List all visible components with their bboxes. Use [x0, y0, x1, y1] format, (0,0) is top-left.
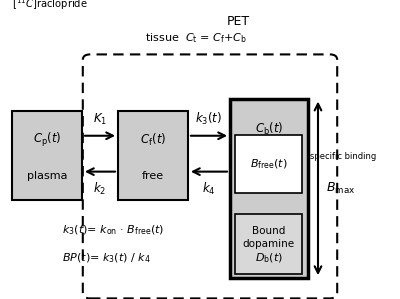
Text: PET: PET: [226, 16, 250, 28]
Text: free: free: [142, 171, 164, 181]
Text: $k_3(t)$= $k_\mathrm{on}$ · $B_\mathrm{free}(t)$: $k_3(t)$= $k_\mathrm{on}$ · $B_\mathrm{f…: [62, 223, 164, 237]
Text: $k_2$: $k_2$: [93, 181, 107, 197]
Bar: [235, 135, 302, 193]
Text: $D_\mathrm{b}(t)$: $D_\mathrm{b}(t)$: [255, 252, 283, 266]
Text: tissue  $C_\mathrm{t}$ = $C_\mathrm{f}$+$C_\mathrm{b}$: tissue $C_\mathrm{t}$ = $C_\mathrm{f}$+$…: [145, 32, 247, 45]
Text: $C_\mathrm{f}(t)$: $C_\mathrm{f}(t)$: [140, 132, 166, 148]
Text: $BP(t)$= $k_3(t)$ / $k_4$: $BP(t)$= $k_3(t)$ / $k_4$: [62, 252, 151, 266]
Text: $K_1$: $K_1$: [93, 112, 107, 127]
Text: $[^{11}C]$raclopride: $[^{11}C]$raclopride: [12, 0, 88, 12]
Bar: [235, 214, 302, 274]
Text: $B_\mathrm{max}$: $B_\mathrm{max}$: [326, 181, 355, 196]
Text: $C_\mathrm{b}(t)$: $C_\mathrm{b}(t)$: [255, 121, 283, 137]
Text: $C_\mathrm{p}(t)$: $C_\mathrm{p}(t)$: [33, 131, 61, 149]
Bar: [12, 111, 82, 200]
Bar: [118, 111, 188, 200]
Text: $B_\mathrm{free}(t)$: $B_\mathrm{free}(t)$: [250, 157, 288, 170]
Bar: [230, 99, 308, 278]
Text: $k_4$: $k_4$: [202, 181, 216, 197]
Text: plasma: plasma: [27, 171, 67, 181]
Text: dopamine: dopamine: [243, 239, 295, 249]
Text: specific binding: specific binding: [310, 152, 376, 161]
Text: Bound: Bound: [252, 225, 286, 236]
Text: $k_3(t)$: $k_3(t)$: [196, 111, 222, 127]
